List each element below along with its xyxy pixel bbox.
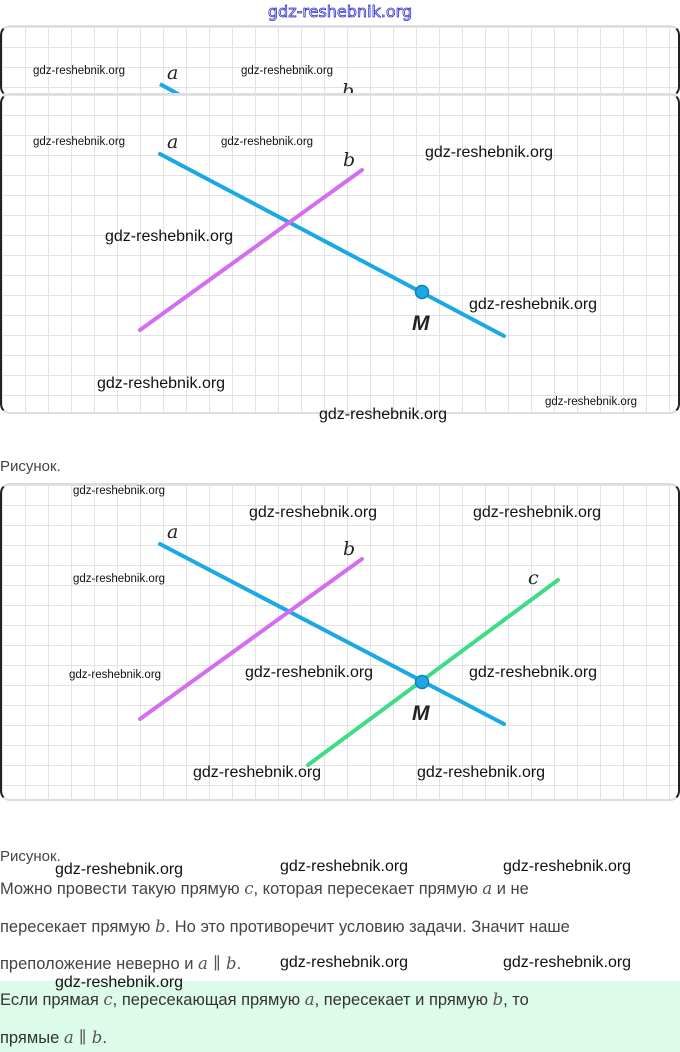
watermark: gdz-reshebnik.org xyxy=(241,65,334,77)
text: . xyxy=(102,1029,107,1047)
label-a: a xyxy=(167,131,178,153)
caption-1: Рисунок. xyxy=(0,458,61,475)
math: b xyxy=(155,917,166,936)
note-line-2: прямые a ∥ b. xyxy=(0,1028,107,1048)
text: Если прямая xyxy=(0,991,104,1009)
line-a-fragment xyxy=(159,82,184,95)
watermark: gdz-reshebnik.org xyxy=(249,504,378,521)
label-m: M xyxy=(412,702,430,725)
math: c xyxy=(244,879,254,898)
line-c xyxy=(306,578,560,767)
watermark: gdz-reshebnik.org xyxy=(73,485,166,497)
label-b: b xyxy=(343,149,355,171)
watermark: gdz-reshebnik.org xyxy=(425,144,554,161)
figure-2: a b c M gdz-reshebnik.org gdz-reshebnik.… xyxy=(0,483,680,801)
watermark: gdz-reshebnik.org xyxy=(473,504,602,521)
label-m: M xyxy=(412,312,430,335)
watermark: gdz-reshebnik.org xyxy=(193,764,322,781)
text: . xyxy=(236,955,242,973)
fragment-svg: a b xyxy=(159,62,354,97)
watermark: gdz-reshebnik.org xyxy=(105,228,234,245)
math: c xyxy=(103,990,113,1009)
note-line-1: Если прямая c, пересекающая прямую a, пе… xyxy=(0,990,529,1010)
figure-1: a b M gdz-reshebnik.org gdz-reshebnik.or… xyxy=(0,93,680,414)
watermark: gdz-reshebnik.org xyxy=(503,858,632,875)
label-a: a xyxy=(167,62,178,84)
watermark: gdz-reshebnik.org xyxy=(319,406,448,423)
text: Можно провести такую прямую xyxy=(0,880,245,898)
watermark: gdz-reshebnik.org xyxy=(417,764,546,781)
line-a xyxy=(158,542,506,726)
conclusion-note xyxy=(0,981,680,1052)
math: a ∥ b xyxy=(63,1028,103,1047)
line-b xyxy=(138,168,364,332)
figure-1-svg: a b M xyxy=(138,131,506,338)
watermark: gdz-reshebnik.org xyxy=(69,669,162,681)
line-a xyxy=(158,152,506,338)
point-m xyxy=(414,674,430,690)
label-b: b xyxy=(342,80,354,97)
figure-2-svg: a b c M xyxy=(138,521,560,767)
caption-2: Рисунок. xyxy=(0,848,61,865)
math: a ∥ b xyxy=(198,954,237,973)
figure-fragment: a b gdz-reshebnik.org gdz-reshebnik.org xyxy=(0,25,680,97)
watermark: gdz-reshebnik.org xyxy=(33,65,126,77)
text: пересекает прямую xyxy=(0,918,156,936)
watermark: gdz-reshebnik.org xyxy=(280,858,409,875)
watermark: gdz-reshebnik.org xyxy=(280,954,409,971)
text: , которая пересекает прямую xyxy=(253,880,483,898)
watermark: gdz-reshebnik.org xyxy=(55,861,184,878)
line-b xyxy=(138,557,364,721)
text: преположение неверно и xyxy=(0,955,199,973)
watermark: gdz-reshebnik.org xyxy=(55,974,184,991)
text: . Но это противоречит условию задачи. Зн… xyxy=(165,918,570,936)
watermark: gdz-reshebnik.org xyxy=(545,396,638,408)
watermark: gdz-reshebnik.org xyxy=(97,375,226,392)
label-c: c xyxy=(528,567,539,589)
paragraph-line-1: Можно провести такую прямую c, которая п… xyxy=(0,879,529,899)
watermark: gdz-reshebnik.org xyxy=(245,664,374,681)
watermark: gdz-reshebnik.org xyxy=(73,573,166,585)
text: , пересекает и прямую xyxy=(314,991,493,1009)
text: прямые xyxy=(0,1029,64,1047)
paragraph-line-2: пересекает прямую b. Но это противоречит… xyxy=(0,917,570,937)
math: a xyxy=(304,990,315,1009)
point-m xyxy=(414,284,430,300)
watermark: gdz-reshebnik.org xyxy=(33,136,126,148)
watermark: gdz-reshebnik.org xyxy=(469,664,598,681)
label-b: b xyxy=(343,538,355,560)
text: и не xyxy=(492,880,529,898)
math: b xyxy=(492,990,504,1009)
label-a: a xyxy=(167,521,178,543)
watermark: gdz-reshebnik.org xyxy=(469,296,598,313)
paragraph-line-3: преположение неверно и a ∥ b. xyxy=(0,954,241,974)
math: a xyxy=(482,879,493,898)
watermark: gdz-reshebnik.org xyxy=(221,136,314,148)
text: , пересекающая прямую xyxy=(112,991,305,1009)
watermark: gdz-reshebnik.org xyxy=(503,954,632,971)
text: , то xyxy=(503,991,529,1009)
watermark-header: gdz-reshebnik.org xyxy=(267,2,413,22)
